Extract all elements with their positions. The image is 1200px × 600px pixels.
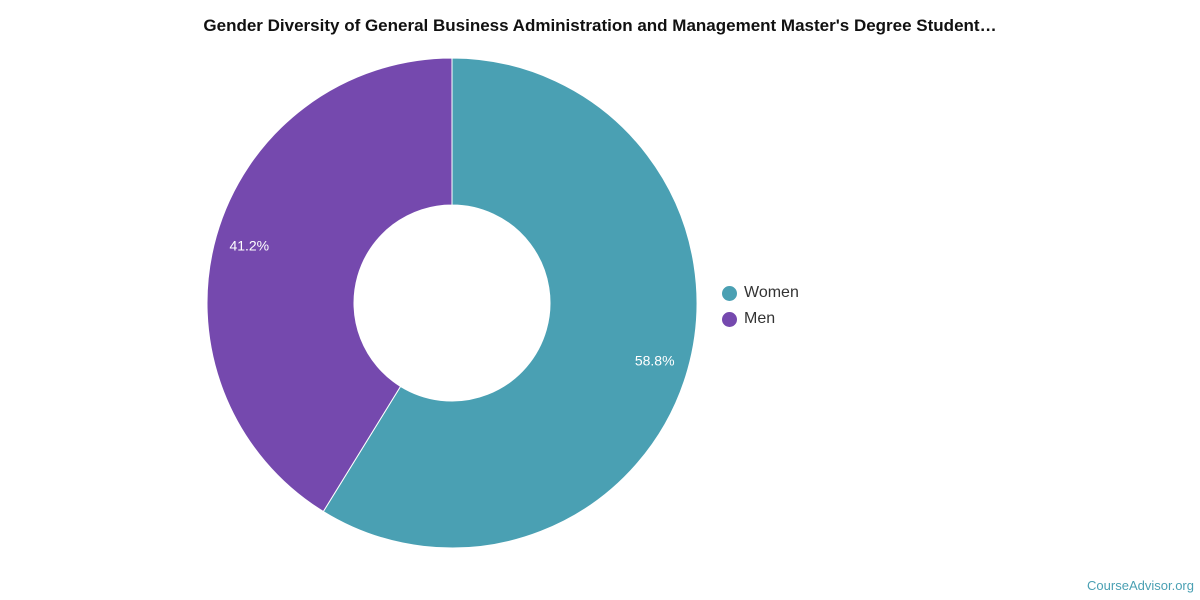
slice-women[interactable] [322, 57, 698, 549]
value-label-men: 41.2% [229, 237, 269, 253]
chart-title: Gender Diversity of General Business Adm… [203, 16, 997, 35]
legend-swatch-men [722, 311, 737, 327]
legend-label-men: Men [744, 310, 776, 327]
legend-item-men[interactable]: Men [722, 306, 799, 332]
legend-swatch-women [722, 285, 737, 301]
slice-men[interactable] [206, 57, 453, 513]
legend: Women Men [722, 280, 799, 332]
legend-item-women[interactable]: Women [722, 280, 799, 306]
value-label-women: 58.8% [635, 353, 675, 369]
legend-label-women: Women [744, 284, 799, 301]
source-credit[interactable]: CourseAdvisor.org [1087, 578, 1194, 593]
